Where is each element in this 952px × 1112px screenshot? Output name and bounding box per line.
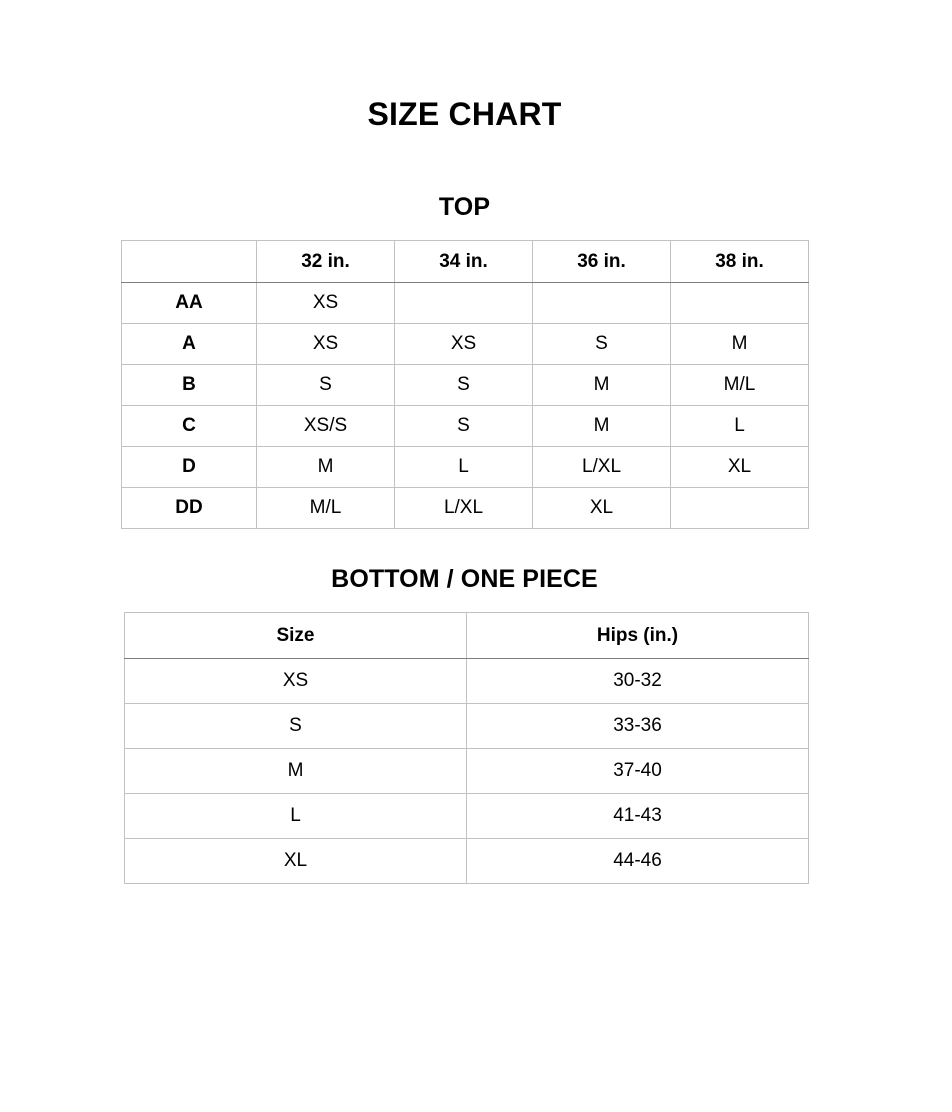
top-table-row: B S S M M/L [121,364,809,406]
hips-cell: 41-43 [466,793,809,839]
bottom-table-row: XS 30-32 [124,658,809,704]
bottom-table-row: XL 44-46 [124,838,809,884]
top-size-cell: M [532,364,671,406]
page-title: SIZE CHART [367,96,562,132]
bottom-header-row: Size Hips (in.) [124,612,809,659]
top-size-cell: L [670,405,809,447]
top-corner-cell [121,240,257,283]
bottom-size-table: Size Hips (in.) XS 30-32 S 33-36 M 37-40 L 41-43… [124,612,809,884]
top-size-cell: S [532,323,671,365]
top-size-cell: XS [394,323,533,365]
size-cell: XS [124,658,467,704]
top-size-cell: XS [256,282,395,324]
hips-cell: 30-32 [466,658,809,704]
top-size-cell: M [256,446,395,488]
bottom-column-header: Size [124,612,467,659]
top-size-cell: S [394,405,533,447]
size-cell: S [124,703,467,749]
top-table-row: C XS/S S M L [121,405,809,447]
top-table-row: DD M/L L/XL XL [121,487,809,529]
top-table-row: D M L L/XL XL [121,446,809,488]
top-size-cell: M [532,405,671,447]
hips-cell: 44-46 [466,838,809,884]
cup-size-label: DD [121,487,257,529]
top-column-header: 36 in. [532,240,671,283]
top-size-cell: XL [670,446,809,488]
cup-size-label: D [121,446,257,488]
cup-size-label: A [121,323,257,365]
top-size-cell: S [256,364,395,406]
top-header-row: 32 in. 34 in. 36 in. 38 in. [121,240,809,283]
top-size-table-header: 32 in. 34 in. 36 in. 38 in. [121,240,809,283]
top-size-cell: M [670,323,809,365]
top-column-header: 32 in. [256,240,395,283]
top-size-cell: XL [532,487,671,529]
top-size-cell [394,282,533,324]
bottom-table-row: M 37-40 [124,748,809,794]
size-cell: XL [124,838,467,884]
top-size-cell: XS/S [256,405,395,447]
bottom-table-row: L 41-43 [124,793,809,839]
top-size-cell: L/XL [532,446,671,488]
top-size-cell: M/L [256,487,395,529]
bottom-section: BOTTOM / ONE PIECE Size Hips (in.) XS 30-3… [121,565,809,884]
top-size-cell: S [394,364,533,406]
bottom-table-row: S 33-36 [124,703,809,749]
top-size-table-body: AA XS A XS XS S M B S S M M/L C XS/S S M L D M L L/XL XL DD M/L… [121,282,809,529]
top-size-cell [532,282,671,324]
top-column-header: 38 in. [670,240,809,283]
top-table-row: AA XS [121,282,809,324]
cup-size-label: AA [121,282,257,324]
top-size-table: 32 in. 34 in. 36 in. 38 in. AA XS A XS XS S M B S S M… [121,240,809,529]
top-size-cell [670,282,809,324]
top-section-heading: TOP [438,193,491,221]
bottom-column-header: Hips (in.) [466,612,809,659]
bottom-size-table-body: XS 30-32 S 33-36 M 37-40 L 41-43 XL 44-46 [124,658,809,884]
top-column-header: 34 in. [394,240,533,283]
top-size-cell: L/XL [394,487,533,529]
top-size-cell: M/L [670,364,809,406]
cup-size-label: C [121,405,257,447]
hips-cell: 37-40 [466,748,809,794]
size-cell: M [124,748,467,794]
size-chart-page: SIZE CHART TOP 32 in. 34 in. 36 in. 38 in. … [121,0,809,884]
cup-size-label: B [121,364,257,406]
size-cell: L [124,793,467,839]
bottom-section-heading: BOTTOM / ONE PIECE [331,565,598,593]
top-size-cell [670,487,809,529]
top-size-cell: XS [256,323,395,365]
top-table-row: A XS XS S M [121,323,809,365]
hips-cell: 33-36 [466,703,809,749]
top-size-cell: L [394,446,533,488]
bottom-size-table-header: Size Hips (in.) [124,612,809,659]
top-section: TOP 32 in. 34 in. 36 in. 38 in. AA XS A XS XS S M… [121,193,809,529]
